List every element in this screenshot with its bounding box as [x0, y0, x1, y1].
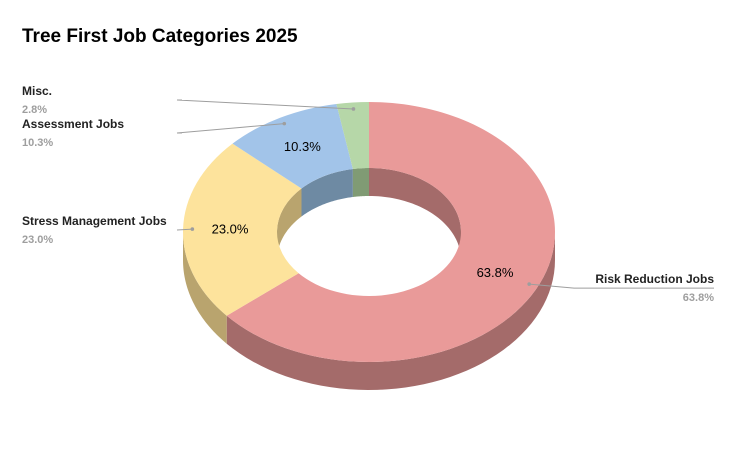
callout-line-risk-reduction-jobs — [529, 283, 714, 289]
callout-dot-misc — [351, 107, 356, 111]
callout-percent-risk-reduction-jobs: 63.8% — [683, 292, 714, 304]
depth-inner-assessment-jobs — [301, 168, 353, 217]
slice-misc[interactable] — [336, 102, 369, 169]
callout-percent-misc: 2.8% — [22, 104, 47, 116]
slice-value-label-risk-reduction-jobs: 63.8% — [477, 265, 514, 280]
slice-labels: 63.8% 23.0% 10.3% Risk Reduction Jobs 63.8% S… — [22, 84, 714, 304]
callout-line-stress-management-jobs — [176, 228, 193, 231]
slice-risk-reduction-jobs[interactable] — [226, 102, 556, 362]
depth-inner-misc — [352, 168, 369, 197]
callout-dot-stress-management-jobs — [190, 227, 195, 231]
donut-top — [182, 102, 556, 362]
slice-assessment-jobs[interactable] — [232, 104, 353, 189]
callout-percent-assessment-jobs: 10.3% — [22, 137, 53, 149]
callout-line-assessment-jobs — [176, 123, 285, 134]
callout-name-assessment-jobs: Assessment Jobs — [22, 117, 124, 131]
slice-stress-management-jobs[interactable] — [182, 143, 302, 316]
chart-title: Tree First Job Categories 2025 — [22, 26, 298, 47]
callout-percent-stress-management-jobs: 23.0% — [22, 234, 53, 246]
slice-value-label-assessment-jobs: 10.3% — [284, 139, 321, 154]
donut-depth — [183, 168, 555, 390]
callout-name-misc: Misc. — [22, 84, 52, 98]
callout-name-risk-reduction-jobs: Risk Reduction Jobs — [595, 272, 714, 286]
callout-dot-assessment-jobs — [282, 121, 287, 126]
callout-line-misc — [176, 99, 354, 110]
callout-dot-risk-reduction-jobs — [527, 282, 532, 286]
depth-outer-stress-management-jobs — [183, 232, 227, 344]
depth-outer-risk-reduction-jobs — [226, 232, 555, 390]
callout-name-stress-management-jobs: Stress Management Jobs — [22, 214, 167, 228]
depth-inner-risk-reduction-jobs — [369, 168, 461, 260]
depth-inner-stress-management-jobs — [277, 188, 302, 260]
slice-value-label-stress-management-jobs: 23.0% — [212, 222, 249, 237]
